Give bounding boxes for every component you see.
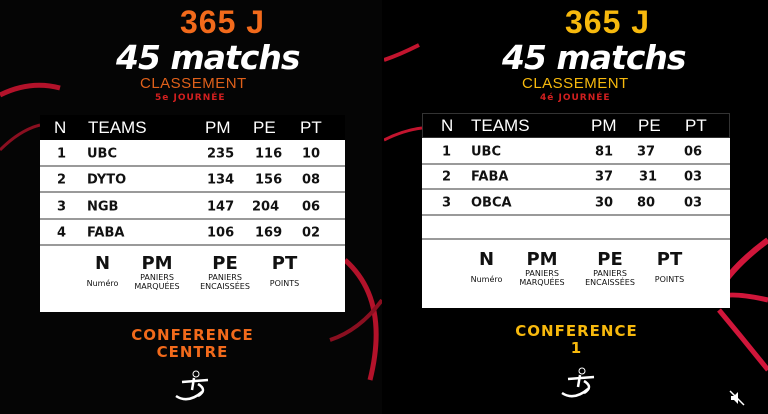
round-label: 4é JOURNÉE — [540, 93, 611, 103]
pe: 116 — [255, 146, 283, 162]
title-matches: 45 matchs — [116, 38, 301, 77]
team: DYTO — [87, 172, 127, 188]
team: FABA — [87, 225, 125, 241]
rank: 1 — [442, 144, 452, 160]
col-pt: PT — [300, 117, 322, 137]
col-teams: TEAMS — [471, 115, 530, 135]
subtitle: CLASSEMENT — [522, 75, 629, 92]
legend-pm: PM PANIERS MARQUÉES — [134, 253, 180, 291]
speaker-muted-icon[interactable] — [729, 390, 745, 410]
legend-pm: PM PANIERS MARQUÉES — [519, 249, 565, 287]
standings-table: 1 UBC 235 116 10 2 DYTO 134 156 08 3 NGB… — [40, 140, 345, 312]
legend-n: N Numéro — [470, 249, 503, 284]
pe: 156 — [255, 172, 283, 188]
basketball-lines-decoration — [0, 82, 382, 381]
table-header: N TEAMS PM PE PT — [422, 113, 730, 138]
title-days: 365 J — [180, 4, 266, 40]
col-pm: PM — [591, 115, 617, 135]
pt: 10 — [302, 146, 321, 162]
rank: 3 — [57, 199, 67, 215]
pm: 106 — [207, 225, 235, 241]
col-pm: PM — [205, 117, 231, 137]
table-row: 3 OBCA 30 80 03 — [422, 192, 730, 216]
title-days: 365 J — [565, 4, 651, 40]
table-header: N TEAMS PM PE PT — [40, 115, 345, 140]
table-row-empty — [422, 218, 730, 240]
legend-pe: PE PANIERS ENCAISSÉES — [200, 253, 250, 291]
table-row: 2 DYTO 134 156 08 — [40, 169, 345, 193]
rank: 2 — [57, 172, 67, 188]
pm: 235 — [207, 146, 235, 162]
col-teams: TEAMS — [88, 117, 147, 137]
col-pe: PE — [638, 115, 661, 135]
rank: 2 — [442, 169, 452, 185]
legend-n: N Numéro — [86, 253, 119, 288]
pt: 08 — [302, 172, 321, 188]
team: NGB — [87, 199, 119, 215]
team: UBC — [87, 146, 118, 162]
rank: 1 — [57, 146, 67, 162]
subtitle: CLASSEMENT — [140, 75, 247, 92]
col-pt: PT — [685, 115, 707, 135]
pt: 03 — [684, 195, 703, 211]
pe: 37 — [637, 144, 656, 160]
pm: 147 — [207, 199, 235, 215]
rank: 4 — [57, 225, 67, 241]
pt: 06 — [302, 199, 321, 215]
legend-pt: PT POINTS — [654, 249, 685, 284]
rank: 3 — [442, 195, 452, 211]
round-label: 5e JOURNÉE — [155, 93, 226, 103]
pm: 134 — [207, 172, 235, 188]
pt: 06 — [684, 144, 703, 160]
pe: 31 — [639, 169, 658, 185]
pt: 03 — [684, 169, 703, 185]
pm: 30 — [595, 195, 614, 211]
standings-table: 1 UBC 81 37 06 2 FABA 37 31 03 3 OBCA 30… — [422, 138, 730, 308]
conference-label: CONFERENCE 1 — [515, 322, 638, 358]
table-row: 1 UBC 81 37 06 — [422, 141, 730, 165]
pe: 80 — [637, 195, 656, 211]
table-row: 1 UBC 235 116 10 — [40, 143, 345, 167]
col-n: N — [441, 115, 454, 135]
accro-pro-sport-logo — [554, 367, 604, 405]
conference-label: CONFERENCE CENTRE — [131, 326, 254, 362]
pm: 81 — [595, 144, 614, 160]
legend-pt: PT POINTS — [269, 253, 300, 288]
legend-pe: PE PANIERS ENCAISSÉES — [585, 249, 635, 287]
team: FABA — [471, 169, 509, 185]
standings-post-conference-1: 365 J 45 matchs CLASSEMENT 4é JOURNÉE N … — [384, 0, 768, 414]
table-row: 2 FABA 37 31 03 — [422, 166, 730, 190]
pm: 37 — [595, 169, 614, 185]
col-n: N — [54, 117, 67, 137]
col-pe: PE — [253, 117, 276, 137]
pe: 169 — [255, 225, 283, 241]
title-matches: 45 matchs — [502, 38, 687, 77]
accro-pro-sport-logo — [168, 370, 218, 408]
standings-post-centre: 365 J 45 matchs CLASSEMENT 5e JOURNÉE N … — [0, 0, 382, 414]
table-row: 3 NGB 147 204 06 — [40, 196, 345, 220]
team: OBCA — [471, 195, 512, 211]
team: UBC — [471, 144, 502, 160]
table-row: 4 FABA 106 169 02 — [40, 222, 345, 246]
pe: 204 — [252, 199, 280, 215]
pt: 02 — [302, 225, 321, 241]
